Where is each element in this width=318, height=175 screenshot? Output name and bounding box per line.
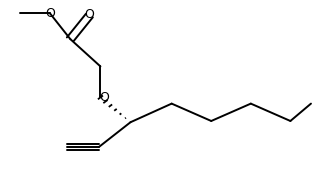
Text: O: O xyxy=(45,7,55,20)
Text: O: O xyxy=(99,91,109,104)
Text: O: O xyxy=(84,8,94,21)
